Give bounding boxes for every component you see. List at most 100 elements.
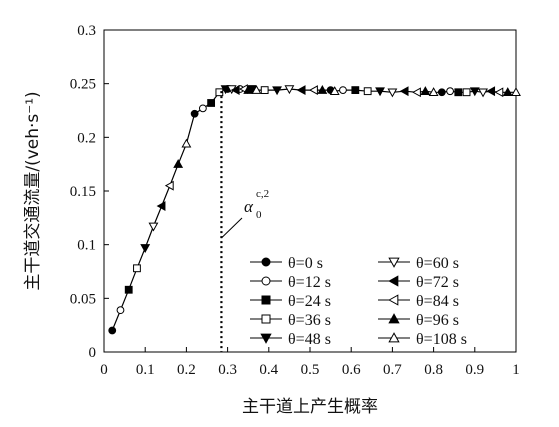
- legend-item: θ=96 s: [378, 312, 459, 329]
- data-point: [437, 88, 446, 97]
- legend-marker: [260, 333, 272, 344]
- data-point: [462, 88, 471, 97]
- legend-marker: [388, 275, 399, 287]
- x-tick-label: 1: [512, 362, 520, 378]
- data-point: [198, 104, 207, 113]
- legend-label: θ=48 s: [288, 331, 331, 348]
- y-tick-label: 0.25: [70, 77, 96, 93]
- data-point: [502, 87, 513, 97]
- data-point: [181, 138, 192, 148]
- x-tick-label: 0.7: [383, 362, 402, 378]
- y-tick-label: 0.3: [77, 23, 96, 39]
- data-point: [351, 86, 360, 95]
- critical-label: α: [244, 197, 254, 216]
- data-point: [116, 306, 125, 315]
- data-point: [243, 84, 254, 94]
- data-point: [124, 285, 133, 294]
- legend-item: θ=60 s: [378, 255, 459, 272]
- legend-marker: [388, 332, 400, 343]
- data-point: [251, 84, 262, 94]
- critical-point-annotation: α 0 c,2: [220, 91, 269, 352]
- legend-item: θ=48 s: [250, 331, 331, 348]
- data-point: [309, 85, 318, 96]
- data-markers: [108, 84, 521, 335]
- data-point: [363, 87, 372, 96]
- data-point: [399, 86, 409, 97]
- legend-label: θ=60 s: [416, 255, 459, 272]
- y-axis-title: 主干道交通流量/(veh·s⁻¹): [23, 91, 43, 290]
- x-tick-label: 0.4: [259, 362, 278, 378]
- legend: θ=0 s θ=12 s θ=24 s θ=36 s θ=48 s θ=60 s θ=72 …: [250, 255, 467, 348]
- x-tick-label: 0.6: [342, 362, 361, 378]
- data-point: [469, 87, 480, 97]
- legend-label: θ=84 s: [416, 293, 459, 310]
- data-point: [329, 86, 340, 95]
- legend-item: θ=108 s: [378, 331, 467, 348]
- legend-item: θ=0 s: [250, 255, 323, 272]
- critical-label-sub: 0: [256, 209, 262, 221]
- legend-item: θ=12 s: [250, 274, 331, 291]
- legend-marker: [388, 313, 400, 324]
- critical-leader-line: [221, 217, 243, 239]
- data-point: [140, 244, 151, 253]
- data-point: [173, 159, 184, 168]
- data-point: [230, 85, 240, 96]
- data-point: [207, 99, 216, 107]
- legend-marker: [388, 257, 400, 268]
- data-point: [478, 88, 488, 98]
- x-tick-label: 0.9: [465, 362, 484, 378]
- x-tick-label: 0.8: [424, 362, 443, 378]
- legend-marker: [261, 314, 271, 324]
- data-point: [494, 87, 504, 98]
- legend-marker: [261, 257, 271, 267]
- legend-label: θ=72 s: [416, 274, 459, 291]
- data-point: [190, 109, 199, 118]
- data-point: [220, 85, 231, 95]
- data-point: [412, 87, 421, 98]
- data-point: [454, 88, 463, 97]
- legend-item: θ=72 s: [378, 274, 459, 291]
- data-point: [156, 201, 166, 211]
- x-tick-label: 0.5: [301, 362, 320, 378]
- y-tick-label: 0: [89, 345, 97, 361]
- legend-item: θ=24 s: [250, 293, 331, 310]
- data-point: [428, 87, 439, 97]
- data-point: [260, 86, 269, 95]
- x-tick-label: 0.3: [218, 362, 237, 378]
- data-point: [215, 88, 224, 97]
- data-point: [133, 264, 141, 273]
- legend-label: θ=96 s: [416, 312, 459, 329]
- legend-item: θ=36 s: [250, 312, 331, 329]
- data-point: [284, 85, 295, 95]
- legend-label: θ=36 s: [288, 312, 331, 329]
- y-tick-label: 0.1: [77, 238, 96, 254]
- data-point: [486, 86, 496, 97]
- legend-marker: [388, 294, 399, 306]
- legend-marker: [261, 276, 271, 286]
- data-point: [148, 222, 159, 232]
- data-point: [108, 326, 117, 335]
- x-tick-label: 0.2: [177, 362, 196, 378]
- data-point: [317, 84, 328, 94]
- legend-label: θ=0 s: [288, 255, 323, 272]
- data-point: [272, 86, 282, 96]
- critical-label-sup: c,2: [256, 188, 269, 200]
- legend-label: θ=24 s: [288, 293, 331, 310]
- y-tick-label: 0.2: [77, 130, 96, 146]
- x-tick-label: 0.1: [136, 362, 155, 378]
- data-point: [387, 88, 398, 98]
- tick-labels: 0 0.1 0.2 0.3 0.4 0.5 0.6 0.7 0.8 0.9 1 0 0.05 0.1 0.1…: [70, 23, 520, 378]
- x-axis-title: 主干道上产生概率: [242, 397, 378, 417]
- data-point: [164, 180, 174, 191]
- legend-marker: [261, 295, 271, 305]
- legend-item: θ=84 s: [378, 293, 459, 310]
- data-point: [375, 87, 385, 97]
- data-point: [339, 86, 347, 95]
- data-point: [420, 86, 431, 95]
- data-point: [511, 87, 521, 97]
- data-point: [446, 87, 454, 96]
- y-tick-label: 0.05: [70, 291, 96, 307]
- legend-label: θ=108 s: [416, 331, 467, 348]
- y-tick-label: 0.15: [70, 184, 96, 200]
